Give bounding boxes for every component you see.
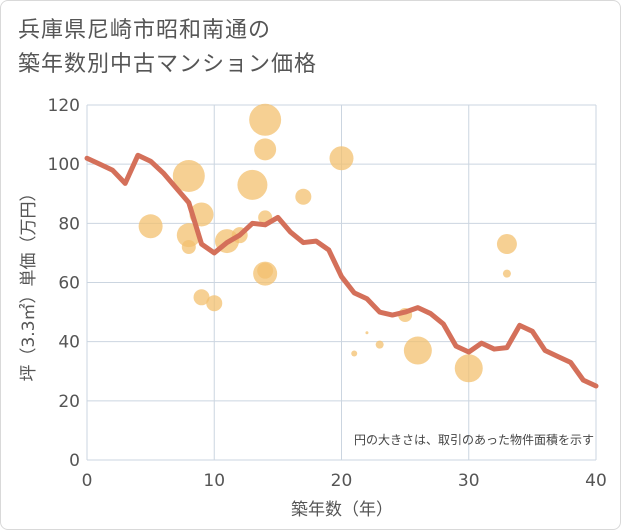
bubble-point [295,188,312,205]
x-tick-label: 20 [331,471,353,491]
x-tick-label: 40 [585,471,607,491]
x-axis-label: 築年数（年） [291,500,393,520]
bubble-point [403,336,432,365]
bubble-point [172,160,205,192]
title-line-2: 築年数別中古マンション価格 [18,52,318,77]
y-tick-label: 20 [58,392,80,412]
price-trend-line [84,152,599,389]
bubble-point [253,261,278,286]
bubble-point [502,269,511,278]
y-tick-label: 60 [58,274,80,294]
bubble-point [181,240,196,254]
y-tick-label: 120 [48,96,80,116]
axis-ticks: 0 20 40 60 80 100 120 0 10 20 30 40 [48,96,607,491]
y-axis-label: 坪（3.3㎡）単価（万円） [19,184,39,381]
y-tick-label: 100 [48,155,80,175]
bubble-point [496,234,517,255]
x-tick-label: 30 [458,471,480,491]
trend-line [84,152,599,389]
bubble-point [454,354,483,383]
y-tick-label: 40 [58,333,80,353]
bubble-point [375,340,384,349]
bubble-point [249,103,282,136]
chart-title: 兵庫県尼崎市昭和南通の 築年数別中古マンション価格 [18,14,317,82]
y-tick-label: 80 [58,214,80,234]
y-tick-label: 0 [69,451,80,471]
bubble-point [351,350,358,357]
bubble-point [329,146,354,171]
size-annotation: 円の大きさは、取引のあった物件面積を示す [354,432,594,447]
x-tick-label: 0 [82,471,93,491]
bubble-series [138,103,517,383]
bubble-point [193,289,210,306]
x-tick-label: 10 [203,471,225,491]
bubble-point [237,169,268,200]
bubble-point [138,214,163,239]
bubble-point [206,295,223,312]
bubble-point [365,331,369,335]
title-line-1: 兵庫県尼崎市昭和南通の [18,18,272,43]
bubble-point [254,138,277,161]
grid [86,104,597,461]
